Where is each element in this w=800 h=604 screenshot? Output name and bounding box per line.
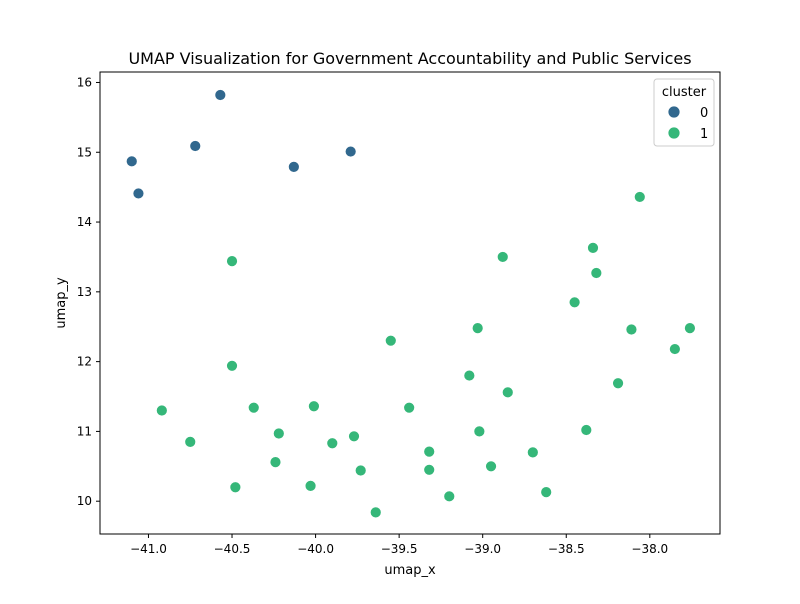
cluster-0-point	[125, 155, 138, 168]
cluster-0-point	[287, 161, 300, 173]
legend-title: cluster	[662, 85, 707, 100]
cluster-1-point	[269, 456, 282, 469]
cluster-1-point	[633, 191, 646, 203]
y-tick-label: 10	[77, 494, 92, 508]
cluster-1-point	[684, 322, 696, 335]
x-tick-label: −38.0	[631, 542, 668, 556]
x-tick-label: −39.0	[464, 542, 501, 556]
cluster-1-point	[501, 386, 514, 399]
x-tick-label: −39.5	[381, 542, 418, 556]
cluster-1-point	[354, 464, 367, 477]
cluster-1-point	[247, 401, 260, 414]
cluster-1-point	[229, 481, 242, 494]
y-tick-label: 16	[77, 75, 92, 89]
x-axis-label: umap_x	[384, 563, 436, 578]
cluster-1-point	[384, 334, 397, 347]
cluster-1-point	[304, 479, 317, 492]
cluster-1-point	[625, 323, 638, 336]
plot-area	[99, 71, 721, 535]
y-tick-label: 13	[77, 285, 92, 299]
cluster-1-point	[668, 343, 681, 355]
x-tick-label: −38.5	[548, 542, 585, 556]
legend-label: 1	[700, 127, 708, 142]
cluster-1-point	[308, 400, 320, 413]
legend-marker-0	[667, 105, 681, 119]
x-tick-label: −41.0	[130, 542, 167, 556]
y-axis: 10 11 12 13 14 15 16	[77, 75, 100, 508]
cluster-1-point	[473, 425, 486, 438]
cluster-1-point	[443, 490, 456, 503]
cluster-1-point	[496, 251, 509, 263]
cluster-1-point	[369, 506, 382, 519]
cluster-1-point	[485, 460, 497, 473]
y-tick-label: 11	[77, 424, 92, 438]
x-tick-label: −40.5	[214, 542, 251, 556]
cluster-1-point	[587, 241, 599, 254]
cluster-1-point	[590, 267, 603, 279]
cluster-1-point	[540, 486, 553, 499]
cluster-1-point	[580, 424, 593, 436]
cluster-1-point	[423, 445, 436, 458]
legend: cluster 0 1	[653, 78, 715, 147]
cluster-0-point	[214, 89, 227, 101]
y-tick-label: 12	[77, 355, 92, 369]
y-axis-label: umap_y	[54, 277, 69, 329]
cluster-1-point	[155, 404, 168, 417]
cluster-1-point	[184, 435, 197, 448]
cluster-1-point	[348, 430, 360, 443]
cluster-1-point	[612, 377, 624, 390]
cluster-1-point	[471, 322, 484, 335]
cluster-1-point	[463, 369, 476, 382]
cluster-1-point	[226, 359, 238, 372]
cluster-1-point	[403, 401, 416, 414]
cluster-1-point	[272, 427, 285, 440]
legend-marker-1	[667, 126, 681, 140]
cluster-0-point	[132, 187, 145, 200]
cluster-1-point	[568, 296, 581, 309]
x-tick-label: −40.0	[297, 542, 334, 556]
cluster-1-point	[226, 255, 238, 268]
chart-title: UMAP Visualization for Government Accoun…	[128, 49, 691, 68]
legend-label: 0	[700, 106, 708, 121]
x-axis: −41.0 −40.5 −40.0 −39.5 −39.0 −38.5 −38.0	[130, 534, 668, 556]
cluster-1-point	[423, 463, 436, 476]
y-tick-label: 15	[77, 145, 92, 159]
y-tick-label: 14	[77, 215, 92, 229]
cluster-0-point	[344, 145, 357, 158]
cluster-0-point	[189, 140, 202, 152]
data-points	[125, 89, 696, 519]
cluster-1-point	[326, 437, 339, 450]
cluster-1-point	[526, 446, 539, 459]
